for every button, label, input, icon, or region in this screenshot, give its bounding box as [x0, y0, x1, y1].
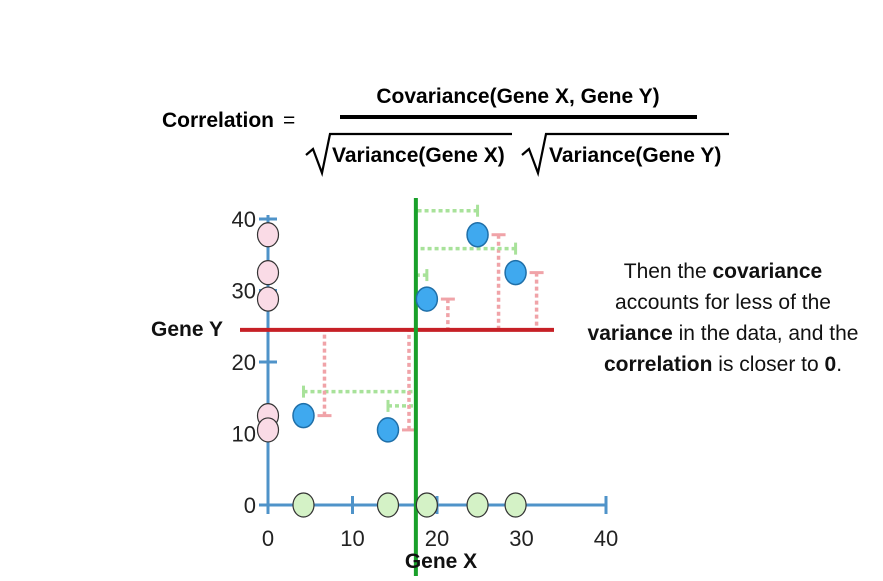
formula-numerator: Covariance(Gene X, Gene Y): [376, 85, 659, 108]
y-axis-title: Gene Y: [151, 318, 223, 341]
y-tick-label: 20: [232, 350, 256, 375]
x-tick-label: 10: [340, 526, 364, 551]
term-covariance: covariance: [712, 260, 823, 283]
x-axis-title: Gene X: [405, 550, 477, 573]
y-marginal-point: [256, 260, 280, 286]
square-root-right-icon: [521, 132, 729, 177]
x-marginal-point: [415, 492, 438, 518]
term-correlation: correlation: [603, 353, 713, 376]
chart-labels: Gene Y Gene X: [151, 318, 477, 573]
mean-lines: [240, 198, 554, 576]
term-zero: 0: [824, 353, 837, 376]
explanation-text: Then the covariance accounts for less of…: [587, 260, 859, 376]
data-point: [415, 286, 439, 312]
data-points: [292, 221, 527, 443]
square-root-left-icon: [305, 132, 512, 177]
x-tick-label: 20: [425, 526, 449, 551]
formula-lhs: Correlation: [162, 109, 274, 132]
x-marginal-point: [466, 492, 489, 518]
deviation-lines: [301, 204, 544, 432]
formula-denominator-right: Variance(Gene Y): [549, 144, 721, 167]
data-point: [376, 417, 400, 443]
data-point: [466, 221, 489, 248]
y-marginal-point: [256, 222, 280, 248]
y-tick-label: 40: [232, 207, 256, 232]
y-marginal-point: [256, 286, 280, 312]
correlation-formula: Correlation = Covariance(Gene X, Gene Y)…: [162, 85, 729, 177]
x-tick-label: 0: [262, 526, 274, 551]
y-tick-label: 0: [244, 493, 256, 518]
y-tick-label: 30: [232, 279, 256, 304]
term-variance: variance: [587, 322, 673, 345]
x-marginal-point: [292, 492, 315, 518]
y-tick-label: 10: [232, 422, 256, 447]
formula-denominator-left: Variance(Gene X): [332, 144, 505, 167]
marginal-points: [256, 222, 527, 518]
y-marginal-point: [256, 417, 280, 443]
formula-equals: =: [283, 109, 295, 132]
x-tick-label: 30: [509, 526, 533, 551]
data-point: [504, 259, 527, 286]
data-point: [292, 402, 315, 429]
x-marginal-point: [376, 492, 400, 518]
x-tick-label: 40: [594, 526, 618, 551]
x-marginal-point: [504, 492, 527, 518]
